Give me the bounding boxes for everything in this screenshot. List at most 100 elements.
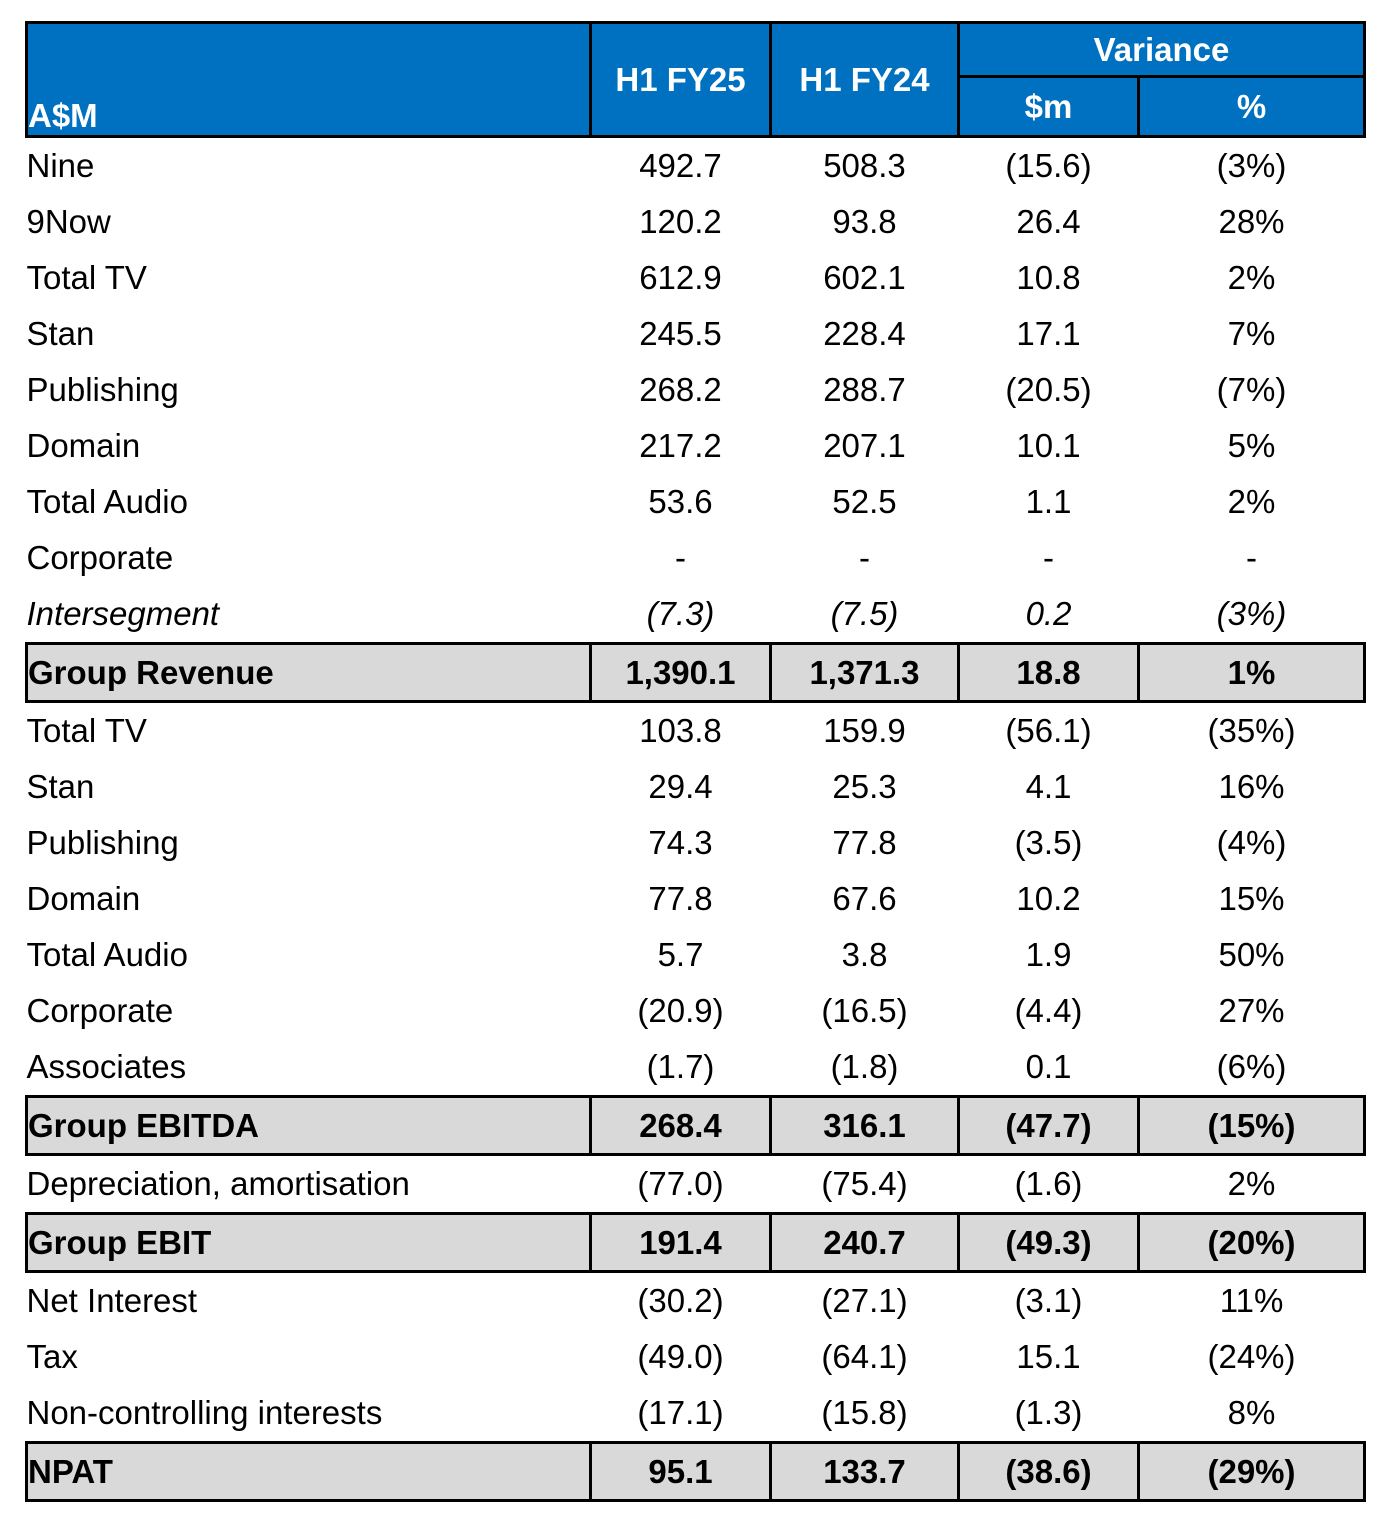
h1-fy25-value: - bbox=[675, 539, 686, 576]
h1-fy24-value: - bbox=[859, 539, 870, 576]
h1-fy25-value: 53.6 bbox=[648, 483, 713, 520]
variance-percent-value: 27% bbox=[1218, 992, 1285, 1029]
table-total-row: Group Revenue 1,390.1 1,371.3 18.8 1% bbox=[25, 642, 1366, 703]
table-row: Total Audio 53.6 52.5 1.1 2% bbox=[27, 474, 1365, 530]
table-row: Intersegment (7.3) (7.5) 0.2 (3%) bbox=[27, 586, 1365, 644]
variance-percent-value: (7%) bbox=[1216, 371, 1287, 408]
h1-fy24-value: 602.1 bbox=[823, 259, 906, 296]
h1-fy25-value: (17.1) bbox=[637, 1394, 724, 1431]
row-label: NPAT bbox=[25, 1441, 592, 1502]
variance-dollars-value: (3.1) bbox=[1014, 1282, 1083, 1319]
row-label: 9Now bbox=[26, 203, 111, 240]
header-variance-percent: % bbox=[1137, 75, 1366, 138]
variance-dollars-value: (1.6) bbox=[1014, 1165, 1083, 1202]
header-h1-fy25: H1 FY25 bbox=[589, 21, 772, 138]
h1-fy25-value: (7.3) bbox=[646, 595, 715, 632]
variance-dollars-value: - bbox=[1043, 539, 1054, 576]
variance-dollars-value: 10.8 bbox=[1016, 259, 1081, 296]
variance-dollars-value: (1.3) bbox=[1014, 1394, 1083, 1431]
financial-summary-table: A$M H1 FY25 H1 FY24 Variance $m % Nine 49… bbox=[25, 21, 1366, 1502]
variance-percent-value: 2% bbox=[1227, 1165, 1276, 1202]
row-label: Associates bbox=[26, 1048, 187, 1085]
variance-percent-value: 8% bbox=[1227, 1394, 1276, 1431]
h1-fy25-value: 492.7 bbox=[639, 147, 722, 184]
variance-percent-value: (6%) bbox=[1216, 1048, 1287, 1085]
h1-fy24-value: 67.6 bbox=[832, 880, 897, 917]
row-label: Group EBIT bbox=[25, 1212, 592, 1273]
h1-fy24-value: 133.7 bbox=[769, 1441, 960, 1502]
table-row: Depreciation, amortisation (77.0) (75.4) (1… bbox=[27, 1155, 1365, 1214]
h1-fy25-value: 245.5 bbox=[639, 315, 722, 352]
variance-percent-value: 15% bbox=[1218, 880, 1285, 917]
header-variance: Variance bbox=[957, 21, 1366, 78]
row-label: Total TV bbox=[26, 712, 147, 749]
h1-fy24-value: (7.5) bbox=[830, 595, 899, 632]
variance-percent-value: 7% bbox=[1227, 315, 1276, 352]
table-row: Stan 245.5 228.4 17.1 7% bbox=[27, 306, 1365, 362]
variance-percent-value: (29%) bbox=[1137, 1441, 1366, 1502]
h1-fy24-value: 240.7 bbox=[769, 1212, 960, 1273]
row-label: Corporate bbox=[26, 992, 174, 1029]
table-row: Domain 77.8 67.6 10.2 15% bbox=[27, 871, 1365, 927]
variance-dollars-value: 10.1 bbox=[1016, 427, 1081, 464]
table-row: Total Audio 5.7 3.8 1.9 50% bbox=[27, 927, 1365, 983]
h1-fy24-value: (15.8) bbox=[821, 1394, 908, 1431]
table-row: Stan 29.4 25.3 4.1 16% bbox=[27, 759, 1365, 815]
h1-fy24-value: 25.3 bbox=[832, 768, 897, 805]
h1-fy25-value: (30.2) bbox=[637, 1282, 724, 1319]
h1-fy24-value: 3.8 bbox=[841, 936, 888, 973]
variance-percent-value: 2% bbox=[1227, 259, 1276, 296]
h1-fy24-value: 228.4 bbox=[823, 315, 906, 352]
h1-fy24-value: (1.8) bbox=[830, 1048, 899, 1085]
variance-percent-value: 11% bbox=[1219, 1282, 1284, 1319]
h1-fy25-value: 612.9 bbox=[639, 259, 722, 296]
h1-fy25-value: (49.0) bbox=[637, 1338, 724, 1375]
h1-fy24-value: 52.5 bbox=[832, 483, 897, 520]
variance-dollars-value: 1.1 bbox=[1025, 483, 1072, 520]
row-label: Stan bbox=[26, 315, 95, 352]
row-label: Intersegment bbox=[26, 595, 220, 632]
h1-fy24-value: (16.5) bbox=[821, 992, 908, 1029]
variance-percent-value: 50% bbox=[1218, 936, 1285, 973]
variance-dollars-value: (38.6) bbox=[957, 1441, 1140, 1502]
variance-dollars-value: 0.1 bbox=[1025, 1048, 1072, 1085]
h1-fy25-value: 103.8 bbox=[639, 712, 722, 749]
h1-fy24-value: 316.1 bbox=[769, 1095, 960, 1156]
table-row: Publishing 268.2 288.7 (20.5) (7%) bbox=[27, 362, 1365, 418]
variance-percent-value: 2% bbox=[1227, 483, 1276, 520]
h1-fy25-value: 77.8 bbox=[648, 880, 713, 917]
table-body: Nine 492.7 508.3 (15.6) (3%) 9Now 120.2 93.8 26.… bbox=[25, 137, 1366, 1502]
table-row: Corporate (20.9) (16.5) (4.4) 27% bbox=[27, 983, 1365, 1039]
variance-percent-value: (4%) bbox=[1216, 824, 1287, 861]
h1-fy24-value: 77.8 bbox=[832, 824, 897, 861]
header-h1-fy24: H1 FY24 bbox=[769, 21, 960, 138]
variance-dollars-value: (4.4) bbox=[1014, 992, 1083, 1029]
h1-fy25-value: 120.2 bbox=[639, 203, 722, 240]
row-label: Non-controlling interests bbox=[26, 1394, 383, 1431]
row-label: Domain bbox=[26, 880, 141, 917]
variance-dollars-value: 18.8 bbox=[957, 642, 1140, 703]
row-label: Nine bbox=[26, 147, 95, 184]
variance-percent-value: (3%) bbox=[1216, 595, 1287, 632]
table-row: Net Interest (30.2) (27.1) (3.1) 11% bbox=[27, 1272, 1365, 1330]
row-label: Total Audio bbox=[26, 936, 188, 973]
variance-dollars-value: 15.1 bbox=[1016, 1338, 1081, 1375]
header-label-asm: A$M bbox=[25, 21, 592, 138]
h1-fy25-value: (77.0) bbox=[637, 1165, 724, 1202]
row-label: Tax bbox=[26, 1338, 78, 1375]
variance-dollars-value: (15.6) bbox=[1005, 147, 1092, 184]
variance-dollars-value: 0.2 bbox=[1025, 595, 1072, 632]
row-label: Publishing bbox=[26, 824, 179, 861]
row-label: Publishing bbox=[26, 371, 179, 408]
h1-fy24-value: 93.8 bbox=[832, 203, 897, 240]
row-label: Stan bbox=[26, 768, 95, 805]
variance-dollars-value: 4.1 bbox=[1025, 768, 1072, 805]
h1-fy25-value: 217.2 bbox=[639, 427, 722, 464]
variance-dollars-value: (20.5) bbox=[1005, 371, 1092, 408]
table-row: Publishing 74.3 77.8 (3.5) (4%) bbox=[27, 815, 1365, 871]
h1-fy25-value: 191.4 bbox=[589, 1212, 772, 1273]
row-label: Total Audio bbox=[26, 483, 188, 520]
row-label: Total TV bbox=[26, 259, 147, 296]
table-row: Total TV 103.8 159.9 (56.1) (35%) bbox=[27, 702, 1365, 760]
h1-fy25-value: 268.4 bbox=[589, 1095, 772, 1156]
